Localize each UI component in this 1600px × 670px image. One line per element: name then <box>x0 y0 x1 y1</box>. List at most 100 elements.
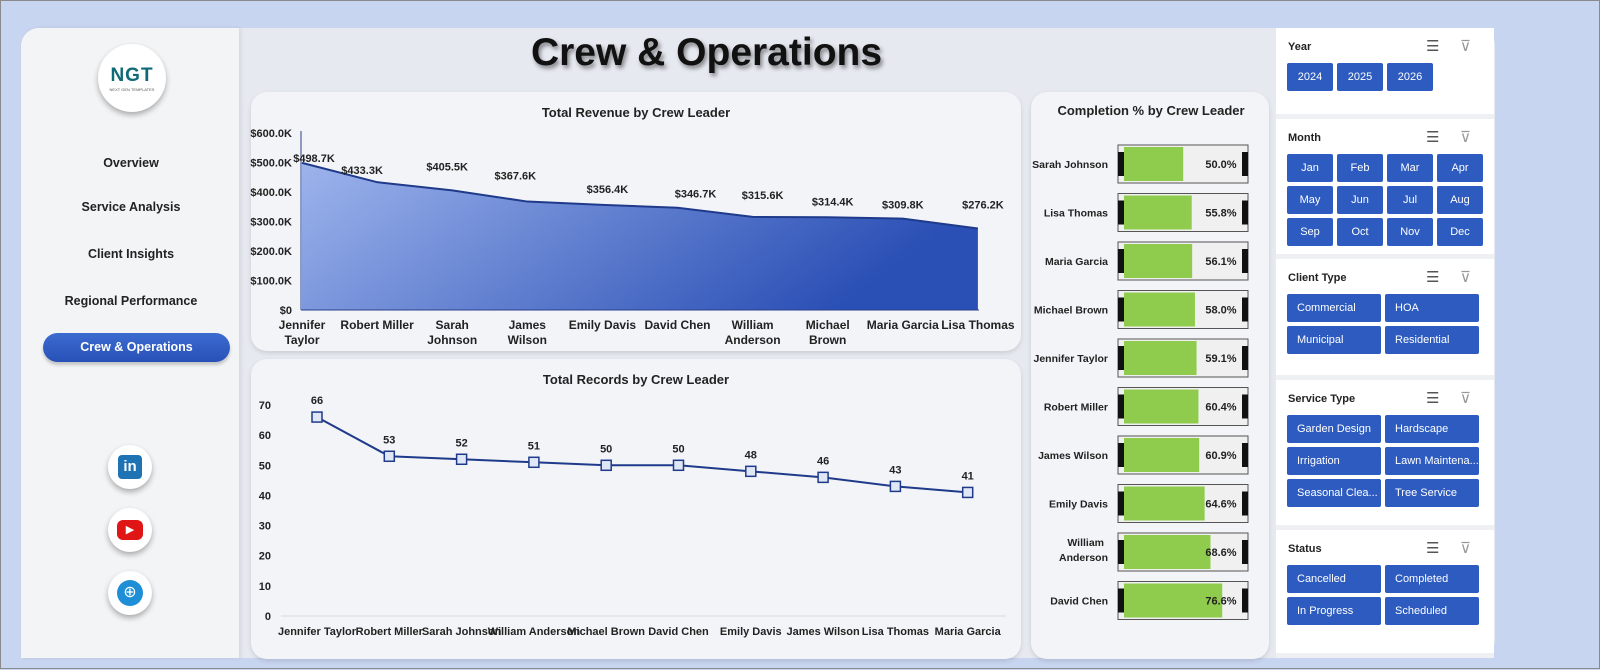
slicer-button[interactable]: Tree Service <box>1385 479 1479 507</box>
slicer-button[interactable]: 2024 <box>1287 63 1333 91</box>
slicer-title: Month <box>1288 132 1321 144</box>
nav-service-analysis[interactable]: Service Analysis <box>81 200 181 214</box>
clear-filter-icon[interactable]: ⊽ <box>1460 38 1471 55</box>
bar-cap-right <box>1242 346 1248 370</box>
records-chart-title: Total Records by Crew Leader <box>543 372 729 387</box>
revenue-area <box>302 162 978 310</box>
multi-select-icon[interactable]: ☰ <box>1426 390 1440 407</box>
x-tick-label: Emily Davis <box>569 318 637 332</box>
bar-cap-left <box>1118 443 1124 467</box>
x-tick-label: Maria Garcia <box>867 318 939 332</box>
slicer-button[interactable]: 2026 <box>1387 63 1433 91</box>
x-tick-label: David Chen <box>644 318 710 332</box>
bar-cap-right <box>1242 200 1248 225</box>
bar-cap-right <box>1242 297 1248 322</box>
multi-select-icon[interactable]: ☰ <box>1426 540 1440 557</box>
youtube-link[interactable]: ▶ <box>108 508 152 552</box>
bar-cap-right <box>1242 443 1248 467</box>
bar-category-word: William <box>1067 537 1104 549</box>
y-tick-label: $600.0K <box>250 128 292 140</box>
records-marker <box>745 465 757 478</box>
slicer-button[interactable]: Scheduled <box>1385 597 1479 625</box>
bar-cap-left <box>1118 588 1124 613</box>
bar-cap-left <box>1118 394 1124 419</box>
completion-bar <box>1124 438 1200 472</box>
y-tick-label: 60 <box>259 430 271 442</box>
nav-crew-operations[interactable]: Crew & Operations <box>43 333 230 362</box>
slicer-button[interactable]: Commercial <box>1287 294 1381 322</box>
bar-cap-left <box>1118 346 1124 370</box>
slicer-button[interactable]: Municipal <box>1287 326 1381 354</box>
slicer-button[interactable]: Jan <box>1287 154 1333 182</box>
slicer-button[interactable]: In Progress <box>1287 597 1381 625</box>
multi-select-icon[interactable]: ☰ <box>1426 38 1440 55</box>
x-tick-label: William Anderson <box>725 318 781 347</box>
x-tick-label: Emily Davis <box>720 626 782 638</box>
completion-bar <box>1124 147 1184 181</box>
slicer-button[interactable]: Garden Design <box>1287 415 1381 443</box>
completion-chart-title: Completion % by Crew Leader <box>1057 103 1244 118</box>
nav-client-insights[interactable]: Client Insights <box>87 247 175 261</box>
slicer-button[interactable]: HOA <box>1385 294 1479 322</box>
bar-category-label: Robert Miller <box>1044 402 1108 414</box>
slicer-button[interactable]: Hardscape <box>1385 415 1479 443</box>
y-tick-label: $200.0K <box>250 246 292 258</box>
slicer-title: Year <box>1288 41 1312 53</box>
multi-select-icon[interactable]: ☰ <box>1426 129 1440 146</box>
x-tick-word: Johnson <box>427 333 477 347</box>
multi-select-icon[interactable]: ☰ <box>1426 269 1440 286</box>
globe-link[interactable]: ⊕ <box>108 571 152 615</box>
slicer-button[interactable]: Irrigation <box>1287 447 1381 475</box>
x-tick-word: Taylor <box>284 333 319 347</box>
slicer-button[interactable]: Aug <box>1437 186 1483 214</box>
bar-cap-right <box>1242 249 1248 273</box>
nav-regional-performance[interactable]: Regional Performance <box>64 294 198 308</box>
clear-filter-icon[interactable]: ⊽ <box>1460 129 1471 146</box>
slicer-button[interactable]: Feb <box>1337 154 1383 182</box>
slicer-button[interactable]: May <box>1287 186 1333 214</box>
completion-bar <box>1124 292 1195 327</box>
slicer-button[interactable]: Lawn Maintena... <box>1385 447 1479 475</box>
bar-cap-left <box>1118 297 1124 322</box>
revenue-data-label: $498.7K <box>293 153 335 165</box>
y-tick-label: 0 <box>265 611 271 623</box>
revenue-data-label: $309.8K <box>882 200 924 212</box>
slicer-button[interactable]: Sep <box>1287 218 1333 246</box>
slicer-button[interactable]: Cancelled <box>1287 565 1381 593</box>
nav-overview[interactable]: Overview <box>103 156 159 170</box>
x-tick-word: James <box>509 318 547 332</box>
slicer-button[interactable]: Dec <box>1437 218 1483 246</box>
slicer-button[interactable]: Apr <box>1437 154 1483 182</box>
records-data-label: 53 <box>383 434 395 446</box>
slicer-button[interactable]: 2025 <box>1337 63 1383 91</box>
slicer-button[interactable]: Jun <box>1337 186 1383 214</box>
revenue-data-label: $433.3K <box>341 165 383 177</box>
bar-category-label: James Wilson <box>1038 450 1108 462</box>
bar-category-label: Lisa Thomas <box>1044 208 1108 220</box>
slicer-client-type: Client Type ☰ ⊽ Commercial HOA Municipal Resid… <box>1276 259 1494 380</box>
slicer-button[interactable]: Seasonal Clea... <box>1287 479 1381 507</box>
slicer-title: Client Type <box>1288 272 1347 284</box>
x-tick-label: Lisa Thomas <box>941 318 1015 332</box>
linkedin-link[interactable]: in <box>108 445 152 489</box>
completion-bar <box>1124 244 1193 278</box>
clear-filter-icon[interactable]: ⊽ <box>1460 390 1471 407</box>
slicer-button[interactable]: Mar <box>1387 154 1433 182</box>
slicer-title: Status <box>1288 543 1322 555</box>
slicer-button[interactable]: Completed <box>1385 565 1479 593</box>
clear-filter-icon[interactable]: ⊽ <box>1460 269 1471 286</box>
slicer-button[interactable]: Jul <box>1387 186 1433 214</box>
records-marker <box>961 486 974 499</box>
records-marker <box>889 480 902 493</box>
completion-bar <box>1124 583 1223 618</box>
bar-category-label: Michael Brown <box>1034 305 1108 317</box>
clear-filter-icon[interactable]: ⊽ <box>1460 540 1471 557</box>
x-tick-word: Wilson <box>508 333 547 347</box>
slicer-button[interactable]: Nov <box>1387 218 1433 246</box>
slicer-button[interactable]: Residential <box>1385 326 1479 354</box>
slicer-title: Service Type <box>1288 393 1356 405</box>
completion-data-label: 56.1% <box>1205 256 1236 268</box>
records-marker <box>311 411 323 423</box>
slicer-button[interactable]: Oct <box>1337 218 1383 246</box>
bar-cap-left <box>1118 491 1124 516</box>
